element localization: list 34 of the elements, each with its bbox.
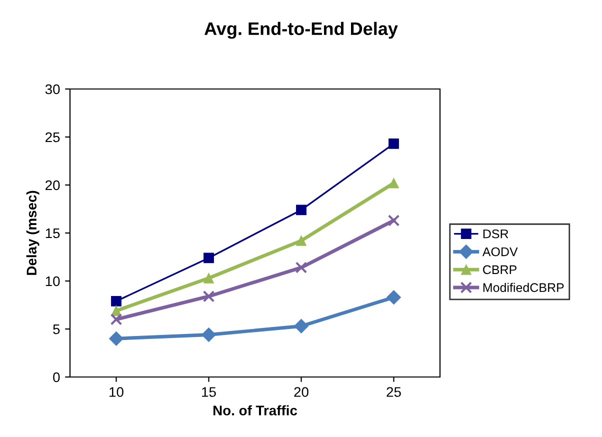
y-axis-title: Delay (msec)	[26, 190, 40, 275]
y-tick-label: 10	[46, 276, 60, 286]
x-tick-label: 20	[294, 387, 308, 397]
chart-title: Avg. End-to-End Delay	[204, 22, 398, 39]
legend-label: ModifiedCBRP	[483, 282, 564, 292]
x-axis-title: No. of Traffic	[213, 405, 298, 416]
point	[110, 313, 122, 326]
y-tick-label: 25	[46, 132, 60, 142]
point	[111, 306, 122, 316]
y-tick-label: 5	[53, 324, 60, 334]
legend-label: CBRP	[483, 265, 516, 274]
x-tick-label: 15	[202, 387, 216, 397]
point	[295, 262, 308, 274]
y-tick-label: 30	[45, 84, 60, 94]
point	[388, 178, 399, 188]
x-tick-label: 10	[110, 387, 124, 397]
point	[202, 290, 215, 302]
point	[388, 214, 400, 226]
point	[296, 204, 306, 216]
point	[202, 328, 216, 342]
y-tick-label: 15	[46, 228, 60, 238]
legend-label: AODV	[482, 247, 518, 256]
point	[204, 252, 214, 264]
point	[109, 331, 124, 346]
y-tick-label: 20	[46, 180, 60, 190]
point	[388, 138, 399, 149]
point	[111, 296, 122, 306]
x-tick-label: 25	[386, 387, 401, 397]
point	[296, 235, 306, 246]
point	[386, 290, 401, 305]
point	[294, 318, 308, 334]
y-tick-label: 0	[53, 372, 60, 382]
point	[204, 272, 214, 284]
legend-label: DSR	[483, 229, 508, 238]
